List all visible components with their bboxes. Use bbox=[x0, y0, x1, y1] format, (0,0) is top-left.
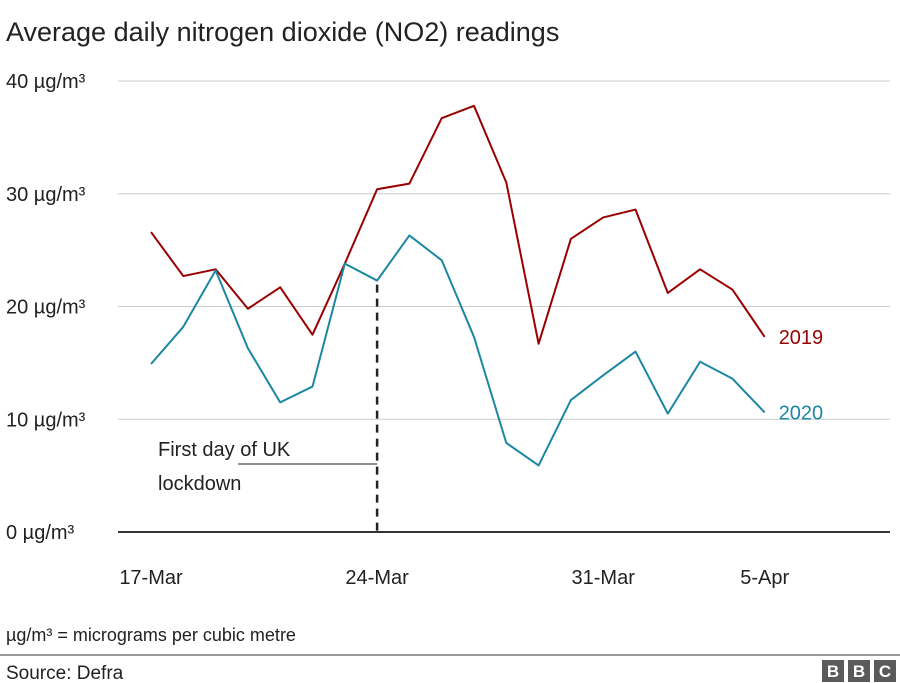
x-tick-label: 24-Mar bbox=[345, 567, 409, 589]
gridlines bbox=[118, 80, 890, 420]
bbc-logo-box bbox=[874, 660, 896, 682]
bbc-logo-letter: B bbox=[827, 662, 839, 681]
annotation-line-2: lockdown bbox=[158, 473, 241, 495]
series-label-2020: 2020 bbox=[779, 402, 824, 424]
lockdown-annotation: First day of UK lockdown bbox=[158, 284, 379, 532]
bbc-logo-letter: C bbox=[879, 662, 891, 681]
x-tick-label: 31-Mar bbox=[572, 567, 636, 589]
y-tick-label: 40 µg/m³ bbox=[6, 71, 86, 93]
series-label-2019: 2019 bbox=[779, 327, 824, 349]
y-tick-label: 0 µg/m³ bbox=[6, 522, 75, 544]
series-labels: 2019 2020 bbox=[779, 327, 824, 425]
bbc-logo-box bbox=[848, 660, 870, 682]
x-axis-ticks: 17-Mar 24-Mar 31-Mar 5-Apr bbox=[119, 567, 789, 589]
x-tick-label: 5-Apr bbox=[740, 567, 789, 589]
source-text: Source: Defra bbox=[6, 663, 124, 683]
x-tick-label: 17-Mar bbox=[119, 567, 183, 589]
y-tick-label: 10 µg/m³ bbox=[6, 409, 86, 431]
annotation-line-1: First day of UK bbox=[158, 439, 291, 461]
bbc-logo-letter: B bbox=[853, 662, 865, 681]
bbc-logo-box bbox=[822, 660, 844, 682]
series-line-2019 bbox=[150, 104, 766, 345]
y-tick-label: 30 µg/m³ bbox=[6, 184, 86, 206]
unit-note: µg/m³ = micrograms per cubic metre bbox=[6, 625, 296, 645]
series-lines bbox=[150, 104, 766, 467]
y-tick-label: 20 µg/m³ bbox=[6, 297, 86, 319]
chart-title: Average daily nitrogen dioxide (NO2) rea… bbox=[6, 17, 559, 47]
y-axis-ticks: 0 µg/m³ 10 µg/m³ 20 µg/m³ 30 µg/m³ 40 µg/m³ bbox=[6, 71, 86, 544]
series-line-2020 bbox=[150, 234, 766, 467]
